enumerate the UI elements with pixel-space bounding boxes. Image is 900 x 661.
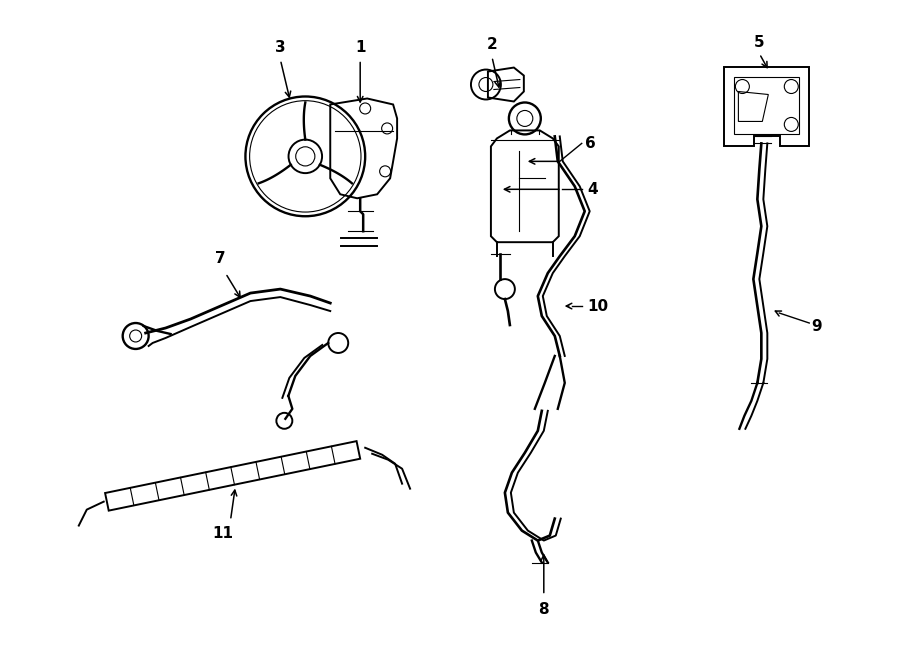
Text: 7: 7 [215,251,226,266]
Text: 11: 11 [212,525,233,541]
Text: 6: 6 [585,136,596,151]
Text: 10: 10 [588,299,608,313]
Text: 9: 9 [811,319,822,334]
Text: 3: 3 [275,40,285,55]
Text: 5: 5 [754,34,765,50]
Text: 2: 2 [487,36,498,52]
Text: 4: 4 [588,182,598,197]
Text: 8: 8 [538,602,549,617]
Text: 1: 1 [355,40,365,55]
